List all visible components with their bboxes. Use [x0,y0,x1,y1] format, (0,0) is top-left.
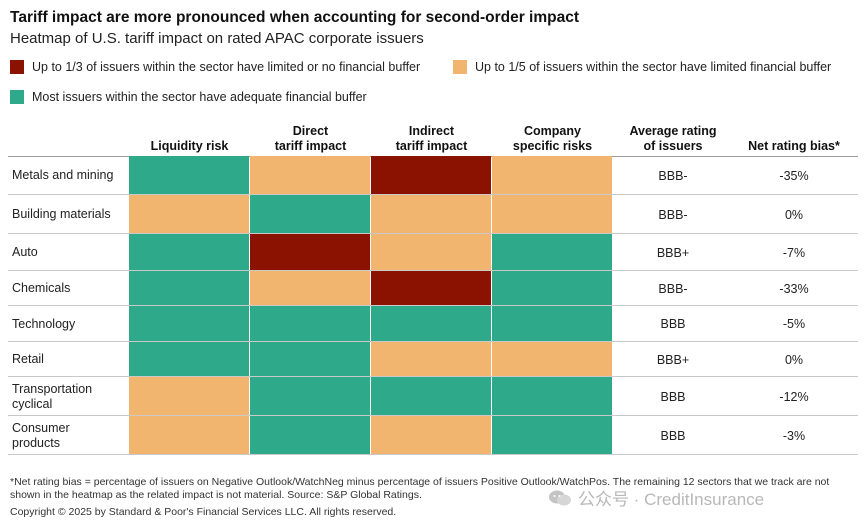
row-label: Retail [12,352,44,366]
row-label: Building materials [12,207,111,221]
legend-item-red: Up to 1/3 of issuers within the sector h… [10,60,420,74]
heatmap-cell [492,271,612,305]
legend-swatch-green [10,90,24,104]
legend-label-green: Most issuers within the sector have adeq… [32,90,367,104]
column-header: Indirect tariff impact [395,124,468,153]
row-divider [8,194,858,195]
legend-swatch-red [10,60,24,74]
row-divider [8,233,858,234]
bias-cell: 0% [784,207,804,222]
heatmap-cell [371,195,491,233]
heatmap-cell [492,377,612,415]
wechat-icon [549,490,571,505]
rating-cell: BBB- [658,168,688,183]
heatmap-cell [129,342,249,376]
heatmap-cell [371,416,491,454]
heatmap-cell [250,234,370,270]
row-divider [8,270,858,271]
column-header: Average rating of issuers [629,124,717,153]
bias-cell: -33% [779,281,809,296]
heatmap-cell [492,195,612,233]
rating-cell: BBB [660,428,686,443]
heatmap-cell [250,271,370,305]
column-header: Direct tariff impact [274,124,347,153]
heatmap-cell [250,377,370,415]
heatmap-cell [492,342,612,376]
heatmap-cell [371,271,491,305]
heatmap-cell [129,271,249,305]
heatmap-cell [250,156,370,194]
chart-subtitle: Heatmap of U.S. tariff impact on rated A… [10,30,424,47]
row-divider [8,376,858,377]
heatmap-cell [371,234,491,270]
heatmap-cell [129,306,249,341]
heatmap-cell [371,342,491,376]
rating-cell: BBB- [658,281,688,296]
rating-cell: BBB+ [656,245,690,260]
bias-cell: -7% [782,245,806,260]
row-label: Metals and mining [12,168,114,182]
bias-cell: 0% [784,352,804,367]
rating-cell: BBB [660,389,686,404]
watermark: 公众号 · CreditInsurance [548,485,764,510]
heatmap-cell [371,156,491,194]
heatmap-cell [250,306,370,341]
heatmap-cell [129,195,249,233]
column-header: Company specific risks [512,124,593,153]
row-label: Consumer products [12,420,70,450]
heatmap-cell [492,416,612,454]
row-divider [8,341,858,342]
row-divider [8,415,858,416]
row-label: Auto [12,245,38,259]
heatmap-cell [492,234,612,270]
watermark-text: 公众号 · CreditInsurance [578,490,765,509]
heatmap-cell [371,306,491,341]
heatmap-cell [250,416,370,454]
chart-title: Tariff impact are more pronounced when a… [10,9,579,26]
row-divider [8,305,858,306]
rating-cell: BBB [660,317,686,331]
column-header: Liquidity risk [150,139,229,153]
row-label: Transportation cyclical [12,381,93,411]
row-label: Chemicals [12,281,71,295]
heatmap-cell [250,195,370,233]
legend-label-red: Up to 1/3 of issuers within the sector h… [32,60,421,74]
footnote: *Net rating bias = percentage of issuers… [10,476,830,501]
heatmap-cell [250,342,370,376]
copyright: Copyright © 2025 by Standard & Poor's Fi… [10,506,397,518]
heatmap-cell [492,156,612,194]
heatmap-cell [492,306,612,341]
rating-cell: BBB- [658,207,688,222]
legend-swatch-orange [453,60,467,74]
heatmap-cell [129,416,249,454]
legend-item-green: Most issuers within the sector have adeq… [10,90,367,104]
heatmap-cell [371,377,491,415]
bias-cell: -35% [779,168,809,183]
row-divider [8,454,858,455]
legend-label-orange: Up to 1/5 of issuers within the sector h… [475,60,832,74]
bias-cell: -12% [779,389,809,404]
rating-cell: BBB+ [656,352,690,367]
bias-cell: -3% [782,428,806,443]
legend-item-orange: Up to 1/5 of issuers within the sector h… [453,60,831,74]
heatmap-cell [129,234,249,270]
column-header: Net rating bias* [748,139,840,153]
heatmap-cell [129,377,249,415]
row-label: Technology [12,316,76,331]
heatmap-cell [129,156,249,194]
bias-cell: -5% [782,317,806,331]
